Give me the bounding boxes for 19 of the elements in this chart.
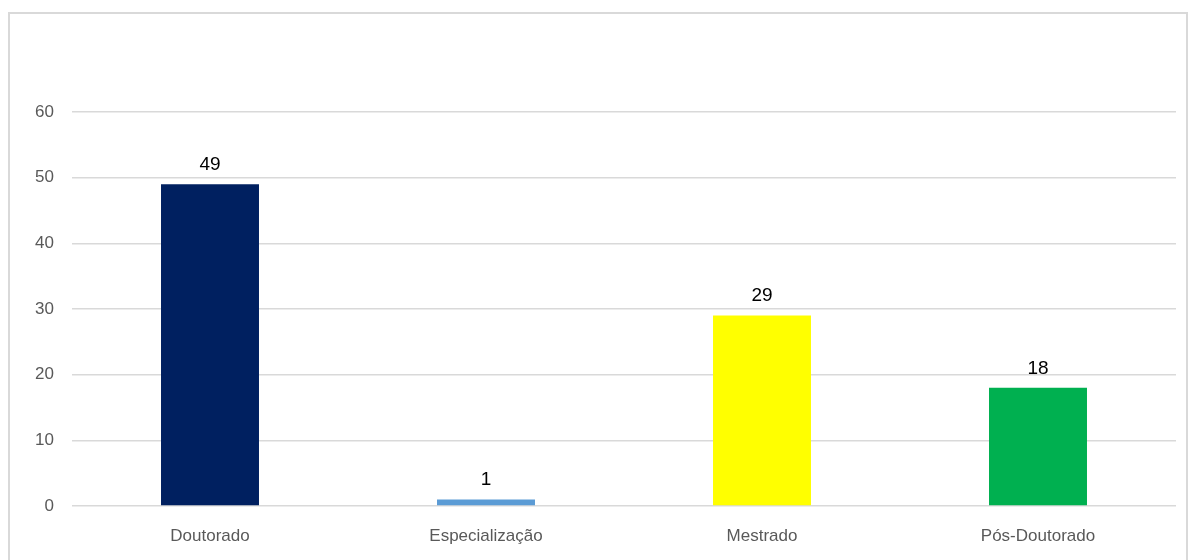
y-tick-label: 10 (35, 430, 54, 450)
x-tick-label: Doutorado (170, 525, 250, 545)
data-label: 1 (480, 468, 492, 490)
bar (713, 315, 811, 506)
data-label: 29 (751, 284, 773, 306)
y-tick-label: 30 (35, 298, 54, 318)
data-label: 18 (1027, 356, 1049, 378)
y-tick-label: 40 (35, 233, 54, 253)
x-tick-label: Mestrado (726, 525, 798, 545)
bar (161, 184, 259, 506)
bar (989, 387, 1087, 506)
y-tick-label: 60 (35, 101, 54, 121)
y-tick-label: 20 (35, 364, 54, 384)
y-tick-label: 0 (44, 495, 54, 515)
data-label: 49 (199, 152, 221, 174)
x-tick-label: Especialização (429, 525, 543, 545)
y-tick-label: 50 (35, 167, 54, 187)
bar (437, 499, 535, 506)
x-tick-label: Pós-Doutorado (980, 525, 1096, 545)
